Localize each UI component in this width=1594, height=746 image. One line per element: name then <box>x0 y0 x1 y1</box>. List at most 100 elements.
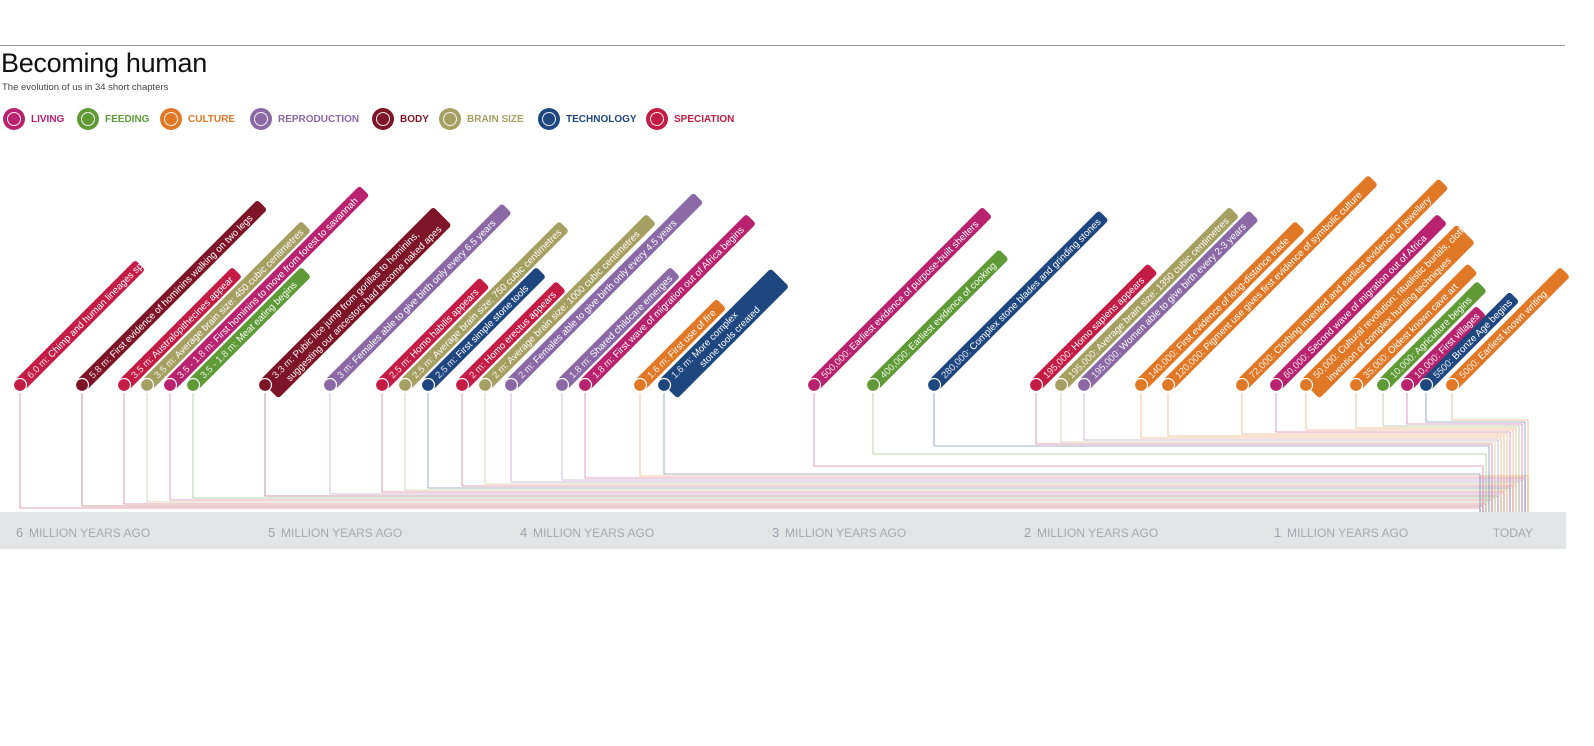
legend-item-brain-size: BRAIN SIZE <box>439 106 524 132</box>
legend-label: FEEDING <box>105 113 150 125</box>
living-category-icon <box>806 377 822 393</box>
event-connector-line <box>1060 393 1496 512</box>
axis-tick-number: 6 <box>16 525 23 540</box>
event-label-background <box>458 282 565 389</box>
body-category-icon <box>74 377 90 393</box>
event-text: 6.0 m: Chimp and human lineages split <box>25 256 150 381</box>
event-connector-line <box>933 393 1490 512</box>
event-label-background <box>401 222 568 389</box>
event-label-background <box>1137 222 1304 389</box>
brain-icon <box>439 108 461 130</box>
reproduction-category-icon <box>322 377 338 393</box>
timeline-axis: 6 MILLION YEARS AGO 5 MILLION YEARS AGO 4 MIL… <box>16 525 1533 540</box>
feeding-category-icon <box>185 377 201 393</box>
reproduction-category-icon <box>503 377 519 393</box>
event-label-background <box>660 269 788 398</box>
event-connector-line <box>1083 393 1499 512</box>
event-label-background <box>869 250 1008 389</box>
axis-tick-label: MILLION YEARS AGO <box>785 526 906 540</box>
legend-item-speciation: SPECIATION <box>646 106 734 132</box>
event-connector-line <box>1035 393 1493 512</box>
event-label-background <box>1422 292 1519 389</box>
event-label-background <box>166 186 369 389</box>
event-label-background <box>1164 176 1377 389</box>
people-icon <box>3 108 25 130</box>
axis-tick-number: 4 <box>520 525 527 540</box>
event-label-background <box>326 204 511 389</box>
event-label-background <box>481 215 655 389</box>
reproduction-category-icon <box>554 377 570 393</box>
legend-label: SPECIATION <box>674 113 735 125</box>
legend-label: BRAIN SIZE <box>467 113 524 125</box>
page-title: Becoming human <box>1 48 207 78</box>
legend-label: TECHNOLOGY <box>566 113 637 125</box>
legend-label: CULTURE <box>188 113 236 125</box>
legend-item-feeding: FEEDING <box>77 106 149 132</box>
legend-item-body: BODY <box>372 106 429 132</box>
event-label-background <box>1403 307 1485 389</box>
axis-tick-number: 2 <box>1024 525 1031 540</box>
timeline-axis-bar <box>0 512 1566 549</box>
legend-label: LIVING <box>31 113 65 125</box>
top-rule <box>0 45 1565 46</box>
axis-tick-number: 3 <box>772 525 779 540</box>
legend-label: BODY <box>400 113 429 125</box>
event-label-background <box>581 215 755 389</box>
legend-item-culture: CULTURE <box>160 106 235 132</box>
event-label-background <box>507 193 703 389</box>
feeding-category-icon <box>865 377 881 393</box>
event-label-background <box>810 208 991 389</box>
axis-tick-number: 5 <box>268 525 275 540</box>
reproduction-category-icon <box>1076 377 1092 393</box>
event-label-background <box>558 268 679 389</box>
event-connector-line <box>1241 393 1508 512</box>
brain-size-category-icon <box>477 377 493 393</box>
event-label-background <box>16 261 144 389</box>
connector-lines <box>19 393 1529 512</box>
event-label-background <box>424 268 545 389</box>
event-text: 195,000: Average brain size: 1350 cubic … <box>1066 216 1231 381</box>
event-label-background <box>1032 264 1157 389</box>
event-text: 400,000: Earliest evidence of cooking <box>878 261 999 382</box>
event-label-background <box>930 211 1108 389</box>
event-date: 500,000: <box>819 345 855 381</box>
speciation-icon <box>646 108 668 130</box>
technology-category-icon <box>656 377 672 393</box>
speciation-category-icon <box>12 377 28 393</box>
living-category-icon <box>577 377 593 393</box>
speciation-category-icon <box>116 377 132 393</box>
culture-category-icon <box>1133 377 1149 393</box>
speciation-category-icon <box>1028 377 1044 393</box>
brain-size-category-icon <box>1053 377 1069 393</box>
event-connector-line <box>1425 393 1526 512</box>
event-label-background <box>1352 264 1477 389</box>
event-connector-line <box>1167 393 1505 512</box>
axis-tick-number: 1 <box>1274 525 1281 540</box>
event-connector-line <box>1451 393 1529 512</box>
axis-tick-label: MILLION YEARS AGO <box>1037 526 1158 540</box>
tools-icon <box>538 108 560 130</box>
event-label-background <box>189 268 310 389</box>
event-connector-line <box>872 393 1487 512</box>
brain-size-category-icon <box>139 377 155 393</box>
legend-item-technology: TECHNOLOGY <box>538 106 637 132</box>
event-connector-line <box>1305 393 1514 512</box>
event-text: 2.5 m: Homo habilis appears <box>387 287 481 381</box>
event-connector-line <box>1382 393 1520 512</box>
page-subtitle: The evolution of us in 34 short chapters <box>2 82 169 93</box>
event-label-background <box>1272 215 1446 389</box>
event-date: 400,000: <box>878 345 914 381</box>
legend-item-reproduction: REPRODUCTION <box>250 106 359 132</box>
flame-icon <box>160 108 182 130</box>
event-label-background <box>1238 179 1448 389</box>
living-category-icon <box>1399 377 1415 393</box>
event-label-background <box>1080 211 1258 389</box>
axis-end-label: TODAY <box>1493 526 1533 540</box>
event-connector-line <box>1406 393 1523 512</box>
event-text: 3.5 - 1.8 m: First hominins to move from… <box>175 196 360 381</box>
event-label-background <box>143 222 310 389</box>
legend-label: REPRODUCTION <box>278 113 360 125</box>
reproduction-icon <box>250 108 272 130</box>
technology-category-icon <box>926 377 942 393</box>
